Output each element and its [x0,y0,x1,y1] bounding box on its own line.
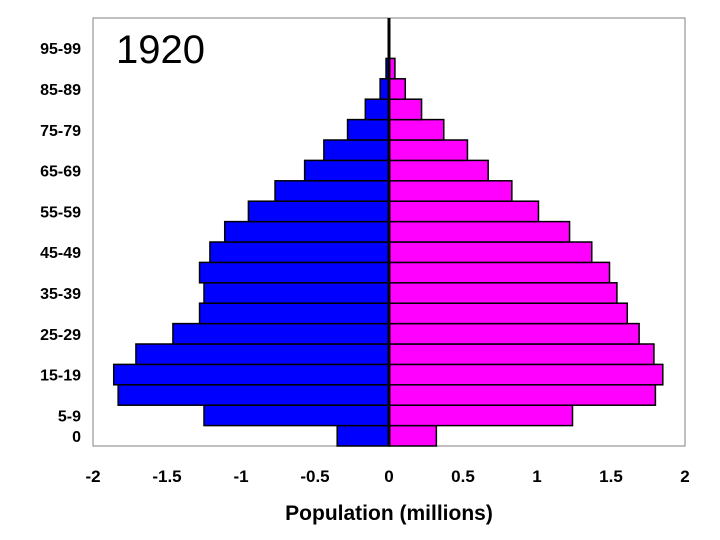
x-tick-label--0.5: -0.5 [300,467,329,486]
female-bar-60-64 [388,180,513,202]
female-bar-70-74 [388,139,469,162]
female-bar-20-24 [388,343,655,366]
female-bar-35-39 [388,282,618,304]
male-bar-40-44 [198,261,390,284]
female-bar-0 [388,424,438,447]
female-bars [388,57,664,447]
x-tick-label-0: 0 [384,467,393,486]
female-bar-65-69 [388,159,489,182]
y-tick-label-75-79: 75-79 [40,123,81,140]
y-tick-label-85-89: 85-89 [40,82,81,99]
male-bar-35-39 [203,282,390,304]
male-bar-25-29 [172,322,390,345]
y-axis-labels: 0 5-9 15-19 25-29 35-39 45-49 55-59 65-69 75-79 8… [40,41,81,446]
female-bar-40-44 [388,261,611,284]
y-tick-label-65-69: 65-69 [40,164,81,181]
y-tick-label-45-49: 45-49 [40,245,81,262]
female-bar-30-34 [388,302,629,325]
female-bar-25-29 [388,322,640,345]
y-tick-label-95-99: 95-99 [40,41,81,58]
male-bar-70-74 [323,139,390,162]
x-tick-label-1.5: 1.5 [599,467,623,486]
x-tick-label-0.5: 0.5 [451,467,475,486]
male-bar-55-59 [247,200,390,223]
x-tick-label--2: -2 [85,467,100,486]
female-bar-5-9 [388,404,574,427]
female-bar-15-19 [388,363,664,386]
year-annotation: 1920 [116,28,205,72]
male-bar-0 [336,424,390,447]
male-bar-65-69 [303,159,390,182]
male-bar-5-9 [203,404,390,427]
x-tick-label--1: -1 [233,467,248,486]
y-tick-label-15-19: 15-19 [40,368,81,385]
x-tick-label-2: 2 [680,467,689,486]
female-bar-45-49 [388,241,593,264]
x-axis-title: Population (millions) [285,502,493,525]
male-bar-60-64 [274,180,390,202]
female-bar-85-89 [388,78,407,100]
x-tick-label--1.5: -1.5 [152,467,181,486]
y-tick-label-55-59: 55-59 [40,204,81,221]
male-bar-20-24 [135,343,390,366]
female-bar-80-84 [388,98,423,121]
male-bar-50-54 [223,220,390,243]
female-bar-75-79 [388,118,445,141]
male-bar-15-19 [112,363,390,386]
female-bar-55-59 [388,200,540,223]
female-bar-50-54 [388,220,571,243]
female-bar-10-14 [388,384,657,406]
x-tick-label-1: 1 [532,467,541,486]
male-bar-45-49 [209,241,390,264]
y-tick-label-35-39: 35-39 [40,286,81,303]
y-tick-label-0: 0 [72,429,81,446]
y-tick-label-5-9: 5-9 [58,408,81,425]
male-bar-75-79 [346,118,390,141]
y-tick-label-25-29: 25-29 [40,327,81,344]
male-bar-30-34 [198,302,390,325]
male-bar-80-84 [364,98,390,121]
male-bar-10-14 [117,384,390,406]
x-axis-tick-labels: -2 -1.5 -1 -0.5 0 0.5 1 1.5 2 [85,467,689,486]
